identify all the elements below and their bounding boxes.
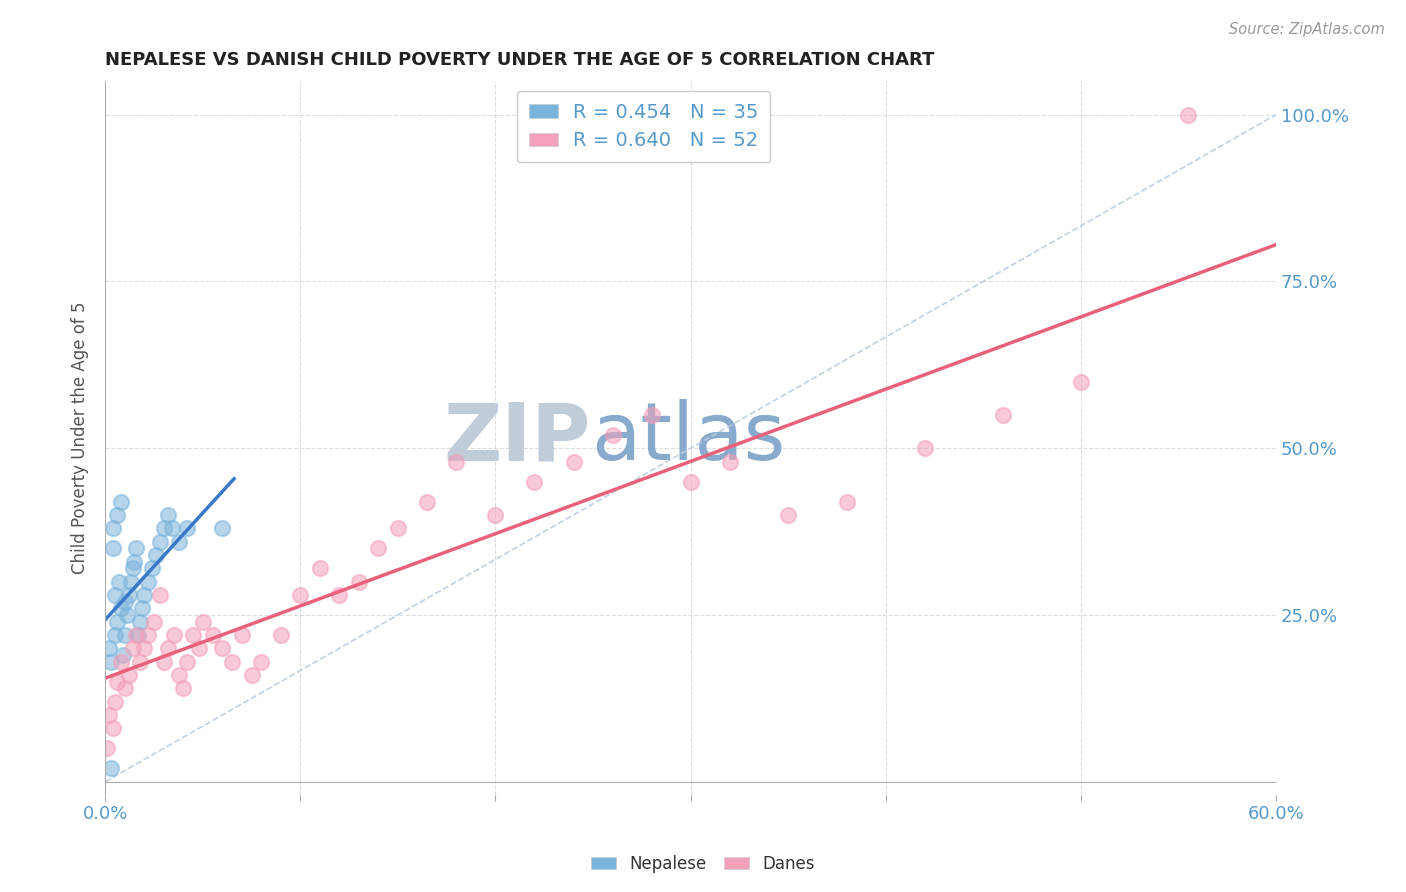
- Point: [240, 668, 263, 682]
- Point: [111, 648, 134, 662]
- Point: [143, 615, 166, 629]
- Point: [145, 548, 167, 562]
- Point: [127, 628, 149, 642]
- Point: [172, 681, 194, 696]
- Point: [221, 655, 243, 669]
- Point: [149, 534, 172, 549]
- Text: Source: ZipAtlas.com: Source: ZipAtlas.com: [1229, 22, 1385, 37]
- Point: [152, 521, 174, 535]
- Point: [101, 521, 124, 535]
- Point: [104, 695, 127, 709]
- Point: [387, 521, 409, 535]
- Point: [1070, 375, 1092, 389]
- Point: [160, 521, 183, 535]
- Point: [125, 541, 148, 556]
- Point: [104, 588, 127, 602]
- Point: [105, 674, 128, 689]
- Text: NEPALESE VS DANISH CHILD POVERTY UNDER THE AGE OF 5 CORRELATION CHART: NEPALESE VS DANISH CHILD POVERTY UNDER T…: [105, 51, 935, 69]
- Point: [152, 655, 174, 669]
- Point: [211, 521, 233, 535]
- Point: [718, 454, 741, 468]
- Point: [114, 628, 136, 642]
- Point: [835, 494, 858, 508]
- Point: [110, 655, 132, 669]
- Point: [134, 641, 156, 656]
- Point: [129, 655, 152, 669]
- Point: [100, 761, 122, 775]
- Y-axis label: Child Poverty Under the Age of 5: Child Poverty Under the Age of 5: [72, 302, 89, 574]
- Point: [125, 628, 148, 642]
- Text: atlas: atlas: [591, 400, 786, 477]
- Point: [110, 494, 132, 508]
- Point: [181, 628, 204, 642]
- Point: [110, 601, 132, 615]
- Point: [290, 588, 312, 602]
- Point: [104, 628, 127, 642]
- Point: [101, 541, 124, 556]
- Text: ZIP: ZIP: [444, 400, 591, 477]
- Point: [121, 561, 143, 575]
- Point: [114, 681, 136, 696]
- Legend: R = 0.454   N = 35, R = 0.640   N = 52: R = 0.454 N = 35, R = 0.640 N = 52: [517, 91, 770, 162]
- Point: [136, 628, 159, 642]
- Point: [778, 508, 800, 522]
- Point: [640, 408, 662, 422]
- Legend: Nepalese, Danes: Nepalese, Danes: [585, 848, 821, 880]
- Point: [1177, 108, 1199, 122]
- Point: [98, 708, 121, 723]
- Point: [98, 641, 121, 656]
- Point: [602, 428, 624, 442]
- Point: [121, 641, 143, 656]
- Point: [231, 628, 253, 642]
- Point: [176, 655, 198, 669]
- Point: [141, 561, 163, 575]
- Point: [250, 655, 273, 669]
- Point: [134, 588, 156, 602]
- Point: [484, 508, 506, 522]
- Point: [367, 541, 389, 556]
- Point: [156, 641, 179, 656]
- Point: [115, 607, 138, 622]
- Point: [187, 641, 209, 656]
- Point: [117, 668, 139, 682]
- Point: [162, 628, 184, 642]
- Point: [201, 628, 224, 642]
- Point: [347, 574, 370, 589]
- Point: [114, 594, 136, 608]
- Point: [120, 574, 142, 589]
- Point: [108, 574, 131, 589]
- Point: [169, 534, 191, 549]
- Point: [991, 408, 1014, 422]
- Point: [169, 668, 191, 682]
- Point: [117, 588, 139, 602]
- Point: [96, 741, 118, 756]
- Point: [105, 615, 128, 629]
- Point: [101, 722, 124, 736]
- Point: [679, 475, 702, 489]
- Point: [149, 588, 172, 602]
- Point: [191, 615, 214, 629]
- Point: [100, 655, 122, 669]
- Point: [211, 641, 233, 656]
- Point: [124, 555, 146, 569]
- Point: [914, 441, 936, 455]
- Point: [446, 454, 468, 468]
- Point: [328, 588, 350, 602]
- Point: [308, 561, 330, 575]
- Point: [176, 521, 198, 535]
- Point: [105, 508, 128, 522]
- Point: [131, 601, 153, 615]
- Point: [136, 574, 159, 589]
- Point: [129, 615, 152, 629]
- Point: [523, 475, 546, 489]
- Point: [270, 628, 292, 642]
- Point: [416, 494, 439, 508]
- Point: [156, 508, 179, 522]
- Point: [562, 454, 585, 468]
